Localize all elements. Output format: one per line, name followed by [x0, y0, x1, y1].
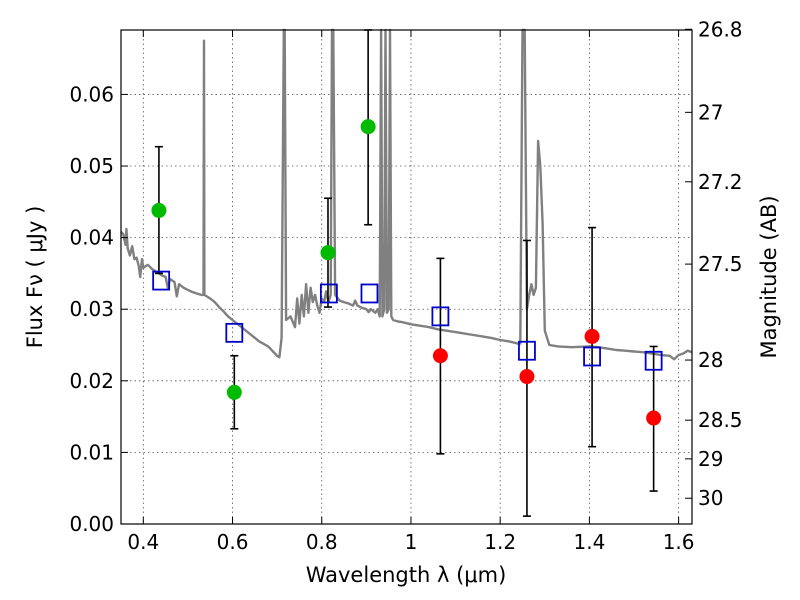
- data-markers: [151, 119, 663, 426]
- model-square-marker: [644, 350, 663, 371]
- y2-axis-label: Magnitude (AB): [757, 195, 781, 358]
- x-tick-label: 1.6: [663, 530, 695, 554]
- y-tick-label: 0.03: [69, 297, 114, 321]
- model-square-marker: [319, 283, 338, 304]
- grid: [121, 30, 692, 524]
- y-tick-label: 0.04: [69, 226, 114, 250]
- error-bars: [154, 29, 658, 517]
- data-point: [320, 245, 336, 261]
- y-tick-label: 0.02: [69, 369, 114, 393]
- x-tick-label: 0.6: [217, 530, 249, 554]
- y-tick-label: 0.01: [69, 440, 114, 464]
- data-point: [584, 328, 600, 344]
- x-tick-label: 0.4: [127, 530, 159, 554]
- data-point: [151, 202, 167, 218]
- x-tick-label: 0.8: [306, 530, 338, 554]
- y2-tick-label: 27.5: [698, 252, 743, 276]
- y2-tick-label: 28: [698, 348, 723, 372]
- model-square-marker: [152, 270, 171, 291]
- model-square-marker: [225, 322, 244, 343]
- y2-tick-label: 28.5: [698, 408, 743, 432]
- y2-tick-label: 30: [698, 486, 723, 510]
- y2-tick-label: 27.2: [698, 170, 743, 194]
- data-point: [360, 119, 376, 135]
- y-tick-label: 0.00: [69, 512, 114, 536]
- y2-tick-label: 27: [698, 100, 723, 124]
- model-square-marker: [583, 346, 601, 367]
- y-axis-label: Flux Fν ( μJy ): [23, 206, 47, 349]
- plot-frame: [120, 29, 693, 525]
- y-tick-label: 0.05: [69, 154, 114, 178]
- y2-tick-label: 26.8: [698, 17, 743, 41]
- model-square-marker: [360, 283, 379, 304]
- model-square-marker: [431, 306, 450, 327]
- data-point: [432, 348, 448, 364]
- x-axis-label: Wavelength λ (μm): [306, 563, 507, 587]
- y2-tick-label: 29: [698, 447, 723, 471]
- model-spectrum: [120, 28, 693, 361]
- ticks: 0.4 0.6 0.8 1 1.2 1.4 1.6 0.00 0.01 0.02 0.03 0.04 0…: [69, 17, 742, 554]
- data-point: [226, 384, 242, 400]
- y-tick-label: 0.06: [69, 82, 114, 106]
- x-tick-label: 1.4: [573, 530, 605, 554]
- data-point: [646, 410, 662, 426]
- model-spectrum-line: [120, 28, 693, 361]
- x-tick-label: 1: [405, 530, 418, 554]
- data-point: [519, 369, 535, 385]
- model-square-marker: [518, 340, 536, 361]
- x-tick-label: 1.2: [484, 530, 516, 554]
